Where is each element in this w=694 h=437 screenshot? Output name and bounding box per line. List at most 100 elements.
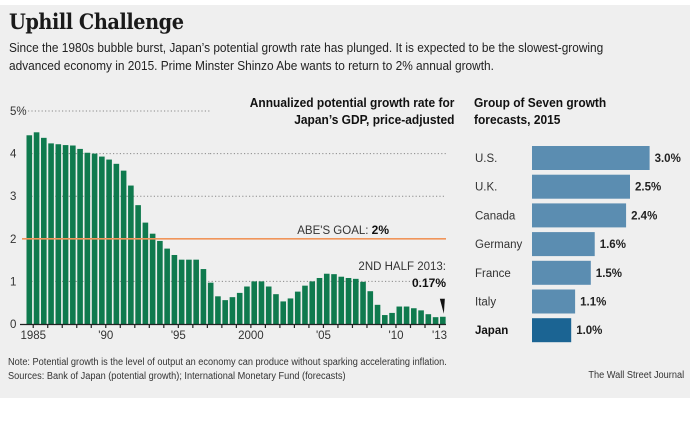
growth-bar [440,316,446,324]
growth-bar [302,285,308,324]
growth-bar [432,317,439,324]
growth-bar [396,306,403,324]
growth-bar [70,145,76,324]
growth-bar [135,205,141,324]
growth-bar [215,296,221,324]
forecast-bar [532,232,595,257]
x-tick-label: '10 [389,330,404,342]
forecast-value-label: 2.4% [631,210,657,222]
growth-bar [323,273,330,324]
growth-bar [157,240,163,324]
forecast-value-label: 1.6% [600,239,626,251]
growth-bar [360,281,366,324]
left-chart-annotations: ABE'S GOAL: 2% 2ND HALF 2013: 0.17% [22,223,446,314]
graphic-title: Uphill Challenge [9,9,184,34]
growth-bar [367,291,374,324]
growth-bar [62,145,69,324]
forecast-value-label: 1.0% [576,325,602,337]
country-label: Canada [475,210,516,222]
forecast-bar [532,174,630,199]
country-label: Germany [475,239,523,251]
growth-bar [374,304,381,324]
growth-bar [425,314,432,324]
last-value-annotation-value: 0.17% [412,276,446,290]
growth-bar [99,156,105,324]
growth-bar [142,222,149,324]
country-label: U.K. [475,182,497,194]
growth-bar [265,286,272,324]
left-chart-axis: 1985 '90 '95 2000 '05 '10 '13 [20,323,447,342]
growth-bar [186,259,192,324]
last-value-annotation-label: 2ND HALF 2013: [358,261,446,273]
y-tick-label: 1 [10,276,16,288]
forecast-value-label: 1.1% [580,297,606,309]
growth-bar [222,300,228,324]
x-tick-label: '90 [98,330,113,342]
growth-bar [389,312,395,324]
forecast-value-label: 3.0% [655,153,681,165]
forecast-value-label: 2.5% [635,182,661,194]
left-chart-title-line-2: Japan’s GDP, price-adjusted [293,112,454,127]
growth-bar [178,259,185,324]
x-tick-label: '95 [171,330,186,342]
growth-bar [128,185,134,324]
growth-bar [316,277,323,324]
left-chart-title: Annualized potential growth rate for Jap… [249,94,454,128]
right-chart-title-line-1: Group of Seven growth [474,95,607,110]
x-tick-label: '13 [432,330,447,342]
right-chart-title: Group of Seven growth forecasts, 2015 [474,94,606,128]
forecast-bar [532,260,591,285]
growth-bar [26,135,33,324]
graphic-subtitle: Since the 1980s bubble burst, Japan’s po… [9,40,604,73]
growth-bar [106,159,112,324]
goal-label-text: ABE'S GOAL: [297,225,371,237]
credit: The Wall Street Journal [588,370,684,381]
forecast-bar [532,146,650,170]
x-tick-label: 1985 [20,330,46,342]
growth-bar [331,274,337,324]
left-chart-title-line-1: Annualized potential growth rate for [249,95,454,110]
forecast-value-label: 1.5% [596,268,622,280]
x-tick-label: 2000 [238,330,264,342]
growth-bar [251,281,258,324]
left-chart-bars [26,132,446,324]
growth-bar [309,281,316,324]
growth-bar [171,254,178,324]
growth-bar [55,144,62,324]
growth-bar [164,248,170,324]
left-chart-grid: 0 1 2 3 4 5% [10,106,446,331]
goal-label: ABE'S GOAL: 2% [297,223,389,237]
footnote-note: Note: Potential growth is the level of o… [8,357,447,368]
growth-bar [382,315,388,324]
goal-label-value: 2% [372,223,390,237]
country-label: Japan [475,325,508,337]
growth-bar [41,137,47,324]
growth-bar [273,294,279,324]
growth-bar [244,286,250,324]
forecast-bar [532,289,576,314]
growth-bar [193,259,199,324]
growth-bar [149,233,156,324]
y-tick-label: 2 [10,234,16,246]
footnote-sources: Sources: Bank of Japan (potential growth… [8,371,346,382]
footnote: Note: Potential growth is the level of o… [8,356,447,384]
growth-bar [403,306,410,324]
y-tick-label: 0 [10,319,16,331]
growth-bar [77,148,83,324]
growth-bar [280,301,287,324]
growth-bar [207,282,214,324]
y-tick-label: 4 [10,149,17,161]
growth-bar [338,276,345,324]
forecast-bar [532,318,572,343]
growth-bar [418,310,424,324]
country-label: Italy [475,297,496,309]
y-tick-label: 5% [10,106,27,118]
growth-bar [287,298,294,324]
country-label: U.S. [475,153,497,165]
right-chart-bars: U.S. 3.0% U.K. 2.5% Canada 2.4% Germany 1.6% Fra… [475,146,681,343]
growth-bar [294,291,301,324]
growth-bar [120,170,127,324]
country-label: France [475,268,511,280]
growth-bar [200,269,207,324]
